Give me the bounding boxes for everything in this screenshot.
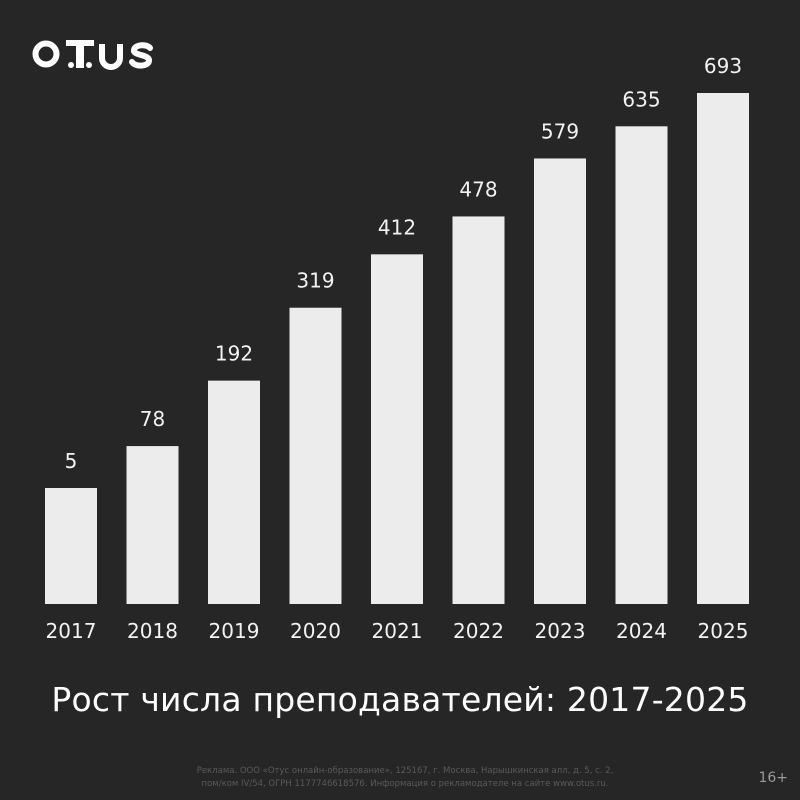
- year-label-2021: 2021: [372, 619, 423, 643]
- bar-2018: [126, 446, 179, 604]
- bars-group: [45, 93, 749, 605]
- age-rating-badge: 16+: [758, 770, 788, 786]
- chart-title: Рост числа преподавателей: 2017-2025: [51, 680, 749, 719]
- year-label-2017: 2017: [46, 619, 97, 643]
- value-label-2018: 78: [140, 407, 165, 431]
- bar-chart: 5 78 192 319 412 478 579 635 693 2017 2018 2019 202…: [45, 54, 749, 643]
- year-label-2025: 2025: [698, 619, 749, 643]
- ad-disclaimer: Реклама. ООО «Отус онлайн-образование», …: [190, 765, 620, 791]
- year-label-2024: 2024: [616, 619, 667, 643]
- bar-2022: [452, 216, 505, 604]
- value-label-2017: 5: [65, 449, 78, 473]
- value-label-2025: 693: [704, 54, 742, 78]
- disclaimer-line-1: Реклама. ООО «Отус онлайн-образование», …: [196, 766, 614, 776]
- value-label-2019: 192: [215, 342, 253, 366]
- value-label-2021: 412: [378, 215, 416, 239]
- value-label-2020: 319: [296, 269, 334, 293]
- disclaimer-line-2: пом/ком IV/54, ОГРН 1177746618576. Инфор…: [201, 779, 609, 789]
- bar-2024: [615, 126, 668, 605]
- bar-2023: [534, 158, 586, 605]
- year-label-2023: 2023: [535, 619, 586, 643]
- value-labels-group: 5 78 192 319 412 478 579 635 693: [65, 54, 742, 473]
- year-label-2020: 2020: [290, 619, 341, 643]
- otus-logo: [32, 40, 153, 70]
- bar-2020: [289, 307, 342, 604]
- bar-2021: [371, 254, 423, 604]
- bar-2017: [45, 488, 97, 604]
- bar-2025: [697, 93, 749, 604]
- bar-2019: [208, 380, 260, 604]
- year-label-2019: 2019: [209, 619, 260, 643]
- year-label-2022: 2022: [453, 619, 504, 643]
- year-labels-group: 2017 2018 2019 2020 2021 2022 2023 2024 2025: [46, 619, 749, 643]
- year-label-2018: 2018: [127, 619, 178, 643]
- value-label-2024: 635: [622, 87, 660, 111]
- value-label-2022: 478: [459, 177, 497, 201]
- value-label-2023: 579: [541, 119, 579, 143]
